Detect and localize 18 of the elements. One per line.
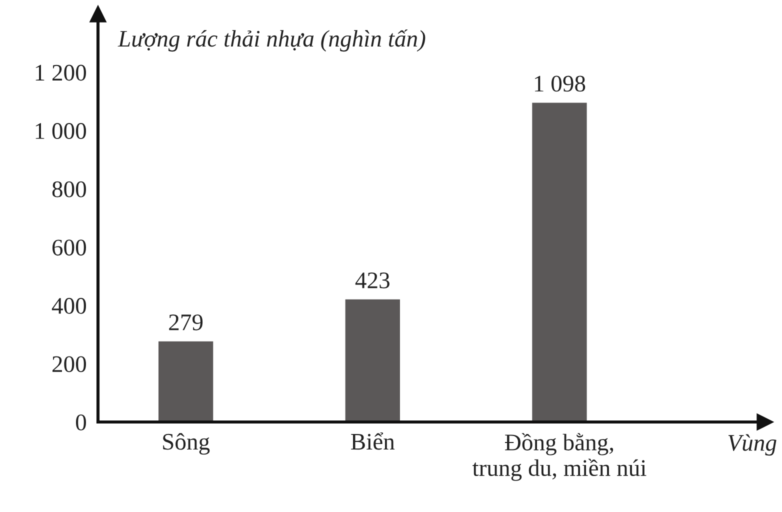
- data-label: 279: [169, 314, 203, 330]
- y-tick-label: 200: [52, 356, 86, 372]
- data-label: 423: [355, 272, 390, 288]
- y-tick-label: 1 200: [36, 64, 86, 81]
- x-tick-label: Đồng bằng, trung du, miền núi: [472, 433, 646, 481]
- y-tick-label: 400: [52, 298, 86, 314]
- bar: [344, 298, 402, 422]
- y-tick-label: 600: [52, 240, 86, 256]
- x-axis-title: Vùng: [728, 434, 776, 456]
- y-tick-label: 800: [52, 181, 86, 198]
- x-tick-label: Sông: [163, 433, 210, 455]
- y-tick-label: 0: [76, 414, 86, 430]
- bar: [157, 340, 215, 422]
- x-tick-label: Biển: [351, 432, 395, 450]
- y-axis-title: Lượng rác thải nhựa (nghìn tấn): [118, 29, 426, 52]
- y-tick-label: 1 000: [36, 123, 86, 139]
- bar: [530, 101, 588, 422]
- data-label: 1 098: [534, 76, 586, 92]
